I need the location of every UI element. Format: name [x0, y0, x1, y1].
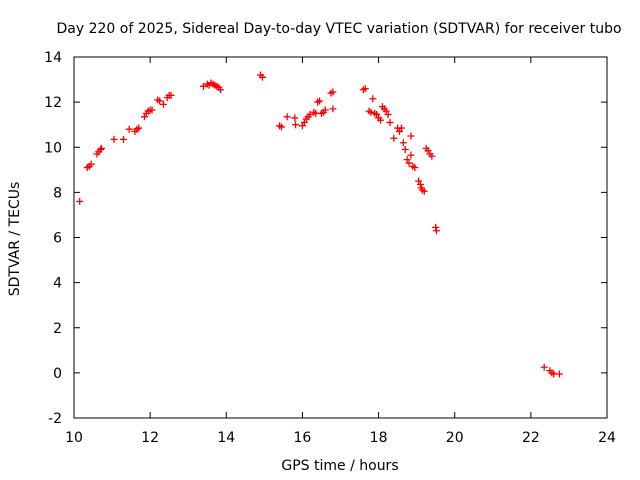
data-point — [411, 164, 419, 172]
x-tick-label: 16 — [294, 430, 312, 446]
data-point — [386, 118, 394, 126]
data-point — [399, 139, 407, 147]
data-point — [432, 227, 440, 235]
data-point — [555, 370, 563, 378]
y-tick-label: 10 — [44, 140, 62, 156]
data-point — [119, 135, 127, 143]
data-point — [420, 187, 428, 195]
x-axis-label: GPS time / hours — [281, 458, 398, 474]
y-tick-label: 0 — [53, 366, 62, 382]
data-point — [97, 146, 105, 154]
data-point — [291, 114, 299, 122]
data-point — [329, 105, 337, 113]
data-point — [167, 91, 175, 99]
y-tick-label: 6 — [53, 231, 62, 247]
y-tick-label: 2 — [53, 321, 62, 337]
data-point — [376, 116, 384, 124]
data-point — [283, 113, 291, 121]
data-point — [397, 124, 405, 132]
data-point — [277, 123, 285, 131]
x-tick-label: 20 — [446, 430, 464, 446]
data-points — [76, 71, 563, 378]
data-point — [316, 97, 324, 105]
x-tick-label: 24 — [598, 430, 616, 446]
data-point — [428, 152, 436, 160]
data-point — [369, 95, 377, 103]
y-tick-label: -2 — [48, 411, 62, 427]
data-point — [407, 151, 415, 159]
y-axis-label: SDTVAR / TECUs — [7, 182, 23, 297]
data-point — [306, 111, 314, 119]
x-tick-label: 10 — [65, 430, 83, 446]
y-tick-label: 12 — [44, 95, 62, 111]
data-point — [156, 97, 164, 105]
data-point — [384, 111, 392, 119]
data-point — [390, 134, 398, 142]
data-point — [416, 180, 424, 188]
data-point — [405, 159, 413, 167]
x-tick-label: 22 — [522, 430, 540, 446]
data-point — [329, 88, 337, 96]
x-tick-label: 18 — [370, 430, 388, 446]
data-point — [125, 125, 133, 133]
y-tick-label: 4 — [53, 276, 62, 292]
data-point — [401, 146, 409, 154]
data-point — [432, 223, 440, 231]
data-point — [97, 144, 105, 152]
data-point — [110, 135, 118, 143]
data-point — [76, 197, 84, 205]
data-point — [217, 86, 225, 94]
data-point — [148, 106, 156, 114]
data-point — [540, 363, 548, 371]
y-tick-label: 8 — [53, 185, 62, 201]
data-point — [361, 85, 369, 93]
chart-title: Day 220 of 2025, Sidereal Day-to-day VTE… — [56, 21, 621, 37]
data-point — [407, 132, 415, 140]
data-point — [258, 73, 266, 81]
plot-frame — [73, 56, 608, 419]
y-tick-label: 14 — [44, 50, 62, 66]
data-point — [321, 106, 329, 114]
plot-axes — [73, 56, 608, 419]
data-point — [159, 100, 167, 108]
x-tick-label: 12 — [141, 430, 159, 446]
data-point — [199, 82, 207, 90]
data-point — [135, 124, 143, 132]
data-point — [87, 160, 95, 168]
data-point — [292, 121, 300, 129]
data-point — [367, 108, 375, 116]
x-tick-label: 14 — [217, 430, 235, 446]
